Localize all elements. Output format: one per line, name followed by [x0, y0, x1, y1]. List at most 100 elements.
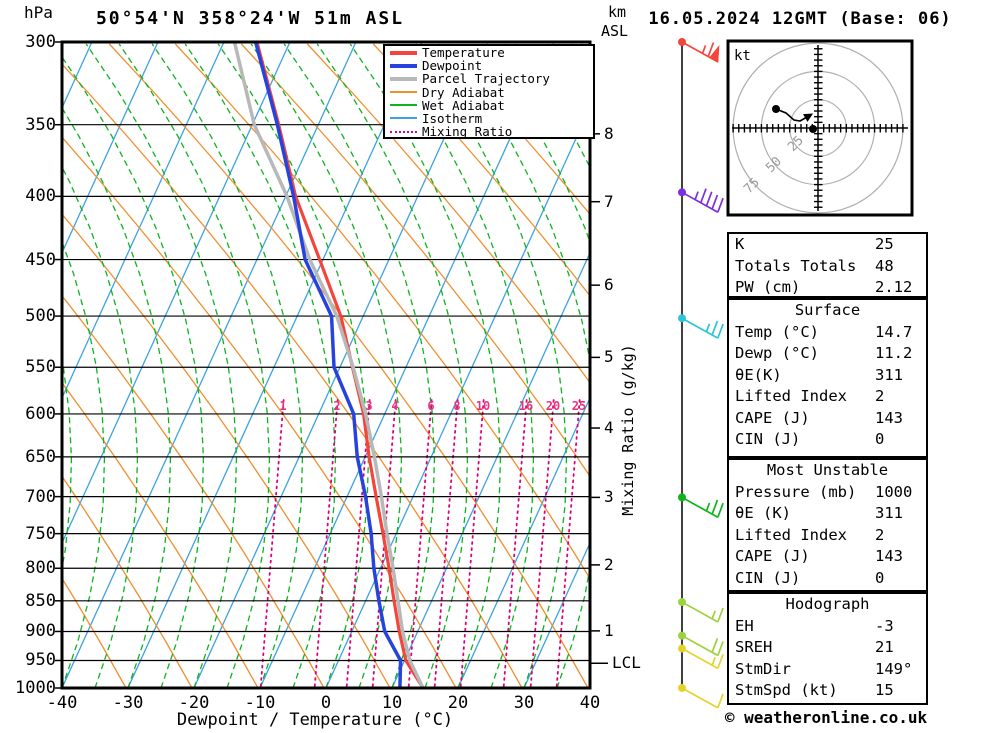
mixing-ratio-value-label: 3	[365, 399, 373, 413]
plot-frame	[60, 40, 592, 690]
km-tick-label: 2	[604, 554, 614, 574]
table-row-label: StmSpd (kt)	[735, 681, 838, 699]
km-tick-label: 3	[604, 487, 614, 507]
legend-item: Parcel Trajectory	[385, 72, 593, 85]
legend-item: Isotherm	[385, 112, 593, 125]
table-row: Dewp (°C) 11.2	[729, 343, 926, 365]
table-row-label: Pressure (mb)	[735, 482, 857, 501]
pressure-tick-label: 450	[25, 249, 56, 270]
pressure-tick-label: 650	[25, 446, 56, 467]
table-row: CAPE (J) 143	[729, 546, 926, 568]
table-row-label: Lifted Index	[735, 387, 847, 405]
pressure-tick-label: 750	[25, 523, 56, 544]
table-row-value: 143	[875, 547, 903, 565]
legend-line-sample	[390, 63, 417, 68]
mixing-ratio-value-label: 8	[453, 399, 461, 413]
table-section-header: Surface	[794, 301, 861, 319]
table-row: EH -3	[729, 616, 926, 638]
table-row-label: Totals Totals	[735, 256, 857, 275]
km-tick-label: 4	[604, 418, 614, 438]
table-row: CIN (J) 0	[729, 568, 926, 590]
pressure-tick-label: 550	[25, 357, 56, 378]
hodograph-table: Hodograph EH -3 SREH 21 StmDir 149° StmSpd (kt)…	[727, 592, 928, 705]
table-section-header: Most Unstable	[766, 461, 889, 479]
temperature-tick-label: 40	[579, 693, 601, 713]
pressure-tick-label: 800	[25, 558, 56, 579]
temperature-tick-label: 10	[381, 693, 403, 713]
table-row-label: CIN (J)	[735, 430, 801, 448]
table-row-label: CAPE (J)	[735, 408, 810, 427]
legend-line-sample	[390, 76, 417, 81]
temperature-tick-label: 30	[513, 693, 535, 713]
legend-line-sample	[390, 50, 417, 55]
copyright-footer: © weatheronline.co.uk	[724, 708, 928, 727]
table-row-value: 2.12	[875, 278, 913, 296]
table-row-label: K	[735, 235, 745, 253]
legend-item: Mixing Ratio	[385, 125, 593, 138]
background-reference-lines	[62, 42, 590, 688]
temperature-tick-label: -20	[178, 693, 210, 713]
pressure-tick-label: 600	[25, 403, 56, 424]
table-row: Pressure (mb) 1000	[729, 482, 926, 504]
wind-barb-level-dot	[678, 314, 686, 323]
km-tick-label: 1	[604, 620, 614, 640]
table-row-label: Dewp (°C)	[735, 344, 819, 362]
table-row-value: 149°	[875, 659, 913, 678]
indices-table: K 25 Totals Totals 48 PW (cm) 2.12	[727, 232, 928, 298]
table-row: Totals Totals 48	[729, 256, 926, 278]
legend-item-label: Parcel Trajectory	[422, 71, 550, 87]
legend-item-label: Wet Adiabat	[422, 97, 505, 113]
table-row-value: 1000	[875, 482, 913, 501]
wind-barb-level-dot	[678, 684, 686, 692]
altitude-axis-unit-asl: ASL	[601, 22, 629, 40]
table-row-value: 14.7	[875, 322, 913, 341]
legend-item-label: Isotherm	[422, 110, 483, 126]
pressure-tick-label: 850	[25, 590, 56, 611]
table-row: StmDir 149°	[729, 659, 926, 681]
wind-barb	[678, 493, 724, 519]
table-row: Lifted Index 2	[729, 525, 926, 547]
table-row: θE (K) 311	[729, 503, 926, 525]
table-row-value: 0	[875, 568, 885, 587]
legend-item-label: Dewpoint	[422, 58, 483, 74]
wind-barb-level-dot	[678, 644, 686, 653]
mixing-ratio-value-label: 20	[545, 399, 561, 413]
legend-item: Wet Adiabat	[385, 99, 593, 112]
legend-box: Temperature Dewpoint Parcel Trajectory Dry …	[383, 44, 595, 139]
curve-dewpoint	[253, 42, 403, 688]
station-title: 50°54'N 358°24'W 51m ASL	[95, 8, 405, 29]
table-row-value: 21	[875, 638, 894, 656]
legend-item: Dry Adiabat	[385, 86, 593, 99]
pressure-tick-label: 500	[25, 306, 56, 327]
km-tick-label: 6	[604, 275, 614, 295]
pressure-tick-label: 900	[25, 621, 56, 642]
hodograph-plot	[726, 39, 914, 217]
wind-barb	[678, 314, 724, 339]
mixing-ratio-value-label: 4	[391, 399, 399, 413]
lcl-label: LCL	[612, 653, 641, 672]
table-row-value: 15	[875, 681, 894, 699]
hodograph-dot	[809, 125, 817, 133]
wind-barb	[678, 188, 724, 213]
table-row: Temp (°C) 14.7	[729, 322, 926, 344]
wind-barb	[678, 598, 724, 623]
table-section-header: Hodograph	[785, 595, 870, 613]
surface-table: Surface Temp (°C) 14.7 Dewp (°C) 11.2 θE(K) 31…	[727, 298, 928, 458]
pressure-tick-label: 300	[25, 32, 56, 52]
km-tick-label: 7	[604, 191, 614, 211]
legend-item-label: Mixing Ratio	[422, 124, 513, 140]
pressure-tick-label: 950	[25, 650, 56, 671]
mixing-ratio-value-label: 1	[279, 399, 287, 413]
table-row-value: 2	[875, 387, 885, 405]
hodograph-dot	[772, 105, 780, 113]
temperature-tick-label: -30	[112, 693, 144, 713]
x-axis-label: Dewpoint / Temperature (°C)	[176, 710, 454, 730]
table-row-label: θE (K)	[735, 504, 791, 522]
legend-line-sample	[390, 117, 417, 120]
pressure-tick-label: 350	[25, 114, 56, 135]
mixing-ratio-value-label: 16	[518, 399, 534, 413]
temperature-tick-label: -10	[244, 693, 276, 713]
table-row-value: 311	[875, 365, 903, 384]
